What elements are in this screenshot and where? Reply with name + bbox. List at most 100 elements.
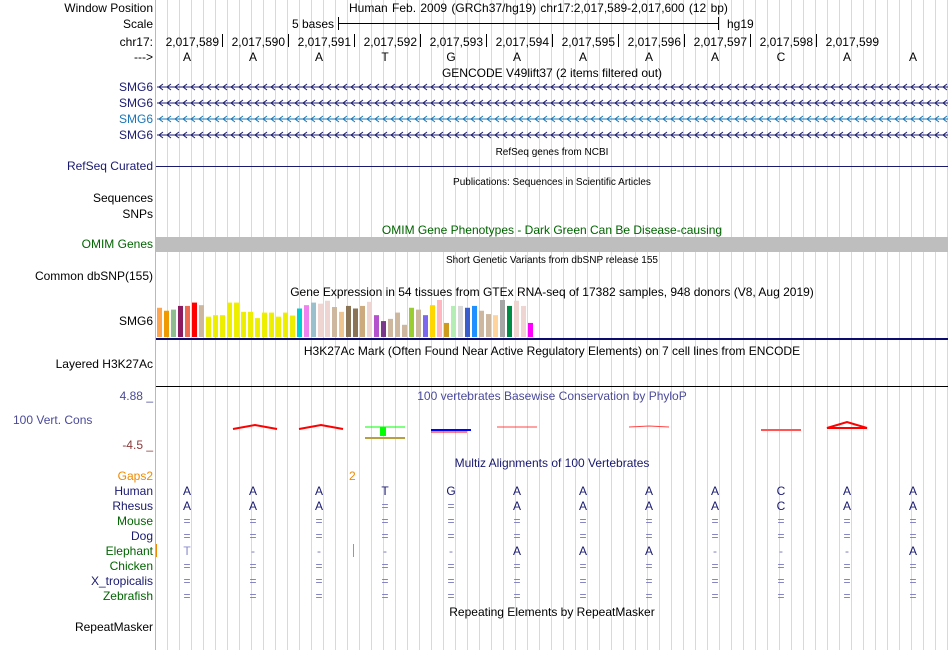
alignment-base: = (711, 574, 719, 588)
gene-label[interactable]: SMG6 (118, 128, 153, 142)
cons-max-label: 4.88 _ (119, 389, 153, 403)
gtex-bar (192, 302, 197, 337)
sequences-label[interactable]: Sequences (92, 191, 153, 205)
gtex-bar (276, 316, 281, 337)
alignment-base: A (578, 544, 587, 558)
gene-model[interactable] (156, 130, 948, 140)
alignment-base: = (579, 514, 587, 528)
repeatmasker-label[interactable]: RepeatMasker (74, 620, 153, 634)
refseq-gene-line[interactable] (156, 166, 948, 167)
alignment-base: - (713, 544, 717, 558)
position-label: 2,017,599 (825, 35, 879, 49)
gtex-bar (507, 305, 512, 337)
base-letter: A (644, 50, 653, 64)
base-letter: A (842, 50, 851, 64)
base-letter: G (446, 50, 456, 64)
gtex-bar (458, 305, 463, 337)
gtex-label[interactable]: SMG6 (118, 314, 153, 328)
gene-model[interactable] (156, 98, 948, 108)
position-label: 2,017,592 (363, 35, 417, 49)
omim-gene-bar[interactable] (156, 237, 948, 252)
alignment-base: = (183, 574, 191, 588)
alignment-base: = (909, 589, 917, 603)
omim-label[interactable]: OMIM Genes (81, 237, 153, 251)
gene-label[interactable]: SMG6 (118, 96, 153, 110)
gtex-bar (290, 315, 295, 337)
label-divider (155, 0, 156, 650)
base-letter: A (314, 50, 323, 64)
alignment-base: = (909, 514, 917, 528)
gtex-bar (171, 309, 176, 337)
gtex-bar (220, 315, 225, 337)
alignment-base: A (842, 499, 851, 513)
alignment-base: A (908, 484, 917, 498)
alignment-base: = (447, 574, 455, 588)
gaps-label[interactable]: Gaps2 (117, 469, 153, 483)
gtex-bar (514, 300, 519, 337)
cons-mark (380, 427, 386, 436)
gencode-title: GENCODE V49lift37 (2 items filtered out) (441, 66, 663, 80)
gtex-bar (451, 305, 456, 337)
alignment-base: = (183, 514, 191, 528)
gtex-bar (493, 315, 498, 337)
species-label[interactable]: Elephant (105, 544, 153, 558)
gtex-bar (500, 300, 505, 337)
species-label[interactable]: X_tropicalis (90, 574, 153, 588)
position-label: 2,017,590 (231, 35, 285, 49)
gtex-bar (528, 322, 533, 337)
chrom-label: chr17: (119, 35, 153, 49)
gtex-bar (472, 305, 477, 337)
alignment-base: = (843, 589, 851, 603)
refseq-label[interactable]: RefSeq Curated (66, 159, 153, 173)
base-letter: A (578, 50, 587, 64)
alignment-base: = (645, 589, 653, 603)
alignment-base: A (710, 484, 719, 498)
base-letter: T (381, 50, 389, 64)
gtex-bar (409, 307, 414, 337)
alignment-base: A (182, 484, 191, 498)
gene-label[interactable]: SMG6 (118, 112, 153, 126)
alignment-base: A (644, 499, 653, 513)
alignment-base: - (845, 544, 849, 558)
base-gridlines (156, 0, 950, 650)
alignment-base: = (315, 514, 323, 528)
alignment-base: = (909, 559, 917, 573)
species-label[interactable]: Zebrafish (102, 589, 153, 603)
species-label[interactable]: Human (114, 484, 153, 498)
gtex-bar (395, 312, 400, 337)
alignment-base: = (645, 529, 653, 543)
alignment-base: = (777, 574, 785, 588)
species-label[interactable]: Chicken (109, 559, 153, 573)
h3k27ac-label[interactable]: Layered H3K27Ac (55, 357, 153, 371)
gtex-bar (402, 324, 407, 337)
alignment-base: = (447, 529, 455, 543)
gene-model[interactable] (156, 82, 948, 92)
alignment-base: A (512, 544, 521, 558)
cons-mark (298, 423, 344, 430)
gtex-bar (311, 302, 316, 337)
cons-plot[interactable] (156, 415, 948, 443)
alignment-base: = (843, 529, 851, 543)
position-tick (354, 34, 355, 47)
gtex-bar-chart[interactable] (156, 298, 556, 338)
gtex-bar (262, 312, 267, 337)
alignment-base: A (578, 484, 587, 498)
position-label: 2,017,594 (495, 35, 549, 49)
snps-label[interactable]: SNPs (122, 207, 153, 221)
alignment-base: A (908, 544, 917, 558)
gtex-bar (521, 305, 526, 337)
gene-model[interactable] (156, 114, 948, 124)
alignment-base: = (447, 514, 455, 528)
species-label[interactable]: Rhesus (112, 499, 153, 513)
alignment-base: A (248, 499, 257, 513)
gene-label[interactable]: SMG6 (118, 80, 153, 94)
dbsnp-label[interactable]: Common dbSNP(155) (34, 269, 153, 283)
assembly-label: hg19 (727, 17, 754, 31)
alignment-base: = (579, 589, 587, 603)
cons-label[interactable]: 100 Vert. Cons (13, 413, 93, 427)
alignment-base: = (381, 574, 389, 588)
species-label[interactable]: Mouse (116, 514, 153, 528)
gtex-bar (213, 315, 218, 337)
species-label[interactable]: Dog (130, 529, 153, 543)
alignment-base: = (249, 574, 257, 588)
